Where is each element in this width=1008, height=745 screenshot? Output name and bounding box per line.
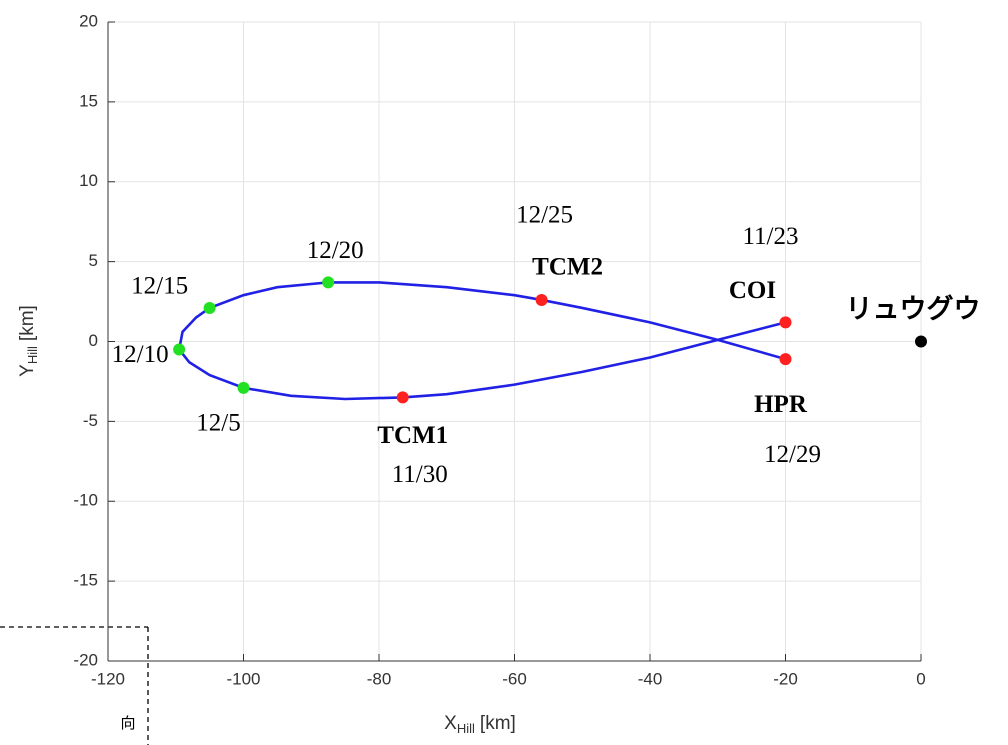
y-tick-label: -20 — [73, 650, 98, 669]
x-tick-label: 0 — [916, 669, 925, 688]
x-tick-label: -40 — [638, 669, 663, 688]
y-tick-label: -10 — [73, 491, 98, 510]
marker-date: 12/10 — [112, 341, 169, 368]
trajectory — [177, 281, 786, 401]
marker — [779, 316, 792, 329]
y-tick-label: 0 — [89, 331, 98, 350]
marker — [322, 276, 335, 289]
marker-label: COI — [729, 277, 776, 304]
marker-date: 12/25 — [516, 202, 573, 229]
x-axis-label: XHill [km] — [444, 713, 516, 736]
marker — [535, 293, 548, 306]
y-tick-label: 5 — [89, 251, 98, 270]
marker — [396, 391, 409, 404]
marker — [203, 301, 216, 314]
y-tick-label: -15 — [73, 571, 98, 590]
x-tick-label: -20 — [773, 669, 798, 688]
y-tick-label: 15 — [79, 91, 98, 110]
marker-label: リュウグウ — [846, 293, 981, 325]
x-tick-label: -120 — [91, 669, 125, 688]
y-axis-label: YHill [km] — [17, 305, 40, 377]
y-label-subscript: Hill — [25, 346, 40, 364]
marker — [779, 353, 792, 366]
note-box: 向 — [0, 626, 149, 745]
y-label-symbol: Y — [17, 364, 38, 377]
y-label-unit: [km] — [17, 305, 38, 341]
y-tick-label: 10 — [79, 171, 98, 190]
marker-date: 12/20 — [307, 237, 364, 264]
marker-date: 11/30 — [392, 461, 448, 488]
marker-date: 12/29 — [764, 441, 821, 468]
marker-label: TCM1 — [377, 422, 448, 449]
note-text: 向 — [120, 715, 135, 732]
marker — [237, 381, 250, 394]
x-label-symbol: X — [444, 713, 457, 734]
x-label-unit: [km] — [480, 713, 516, 734]
x-label-subscript: Hill — [457, 721, 475, 736]
marker-label: HPR — [754, 391, 808, 418]
y-tick-label: -5 — [83, 411, 98, 430]
marker-date: 11/23 — [742, 223, 798, 250]
marker-label: TCM2 — [532, 254, 603, 281]
marker-date: 12/15 — [131, 273, 188, 300]
marker — [915, 335, 927, 348]
y-tick-label: 20 — [79, 11, 98, 30]
marker — [173, 343, 186, 356]
marker-date: 12/5 — [196, 410, 240, 437]
x-tick-label: -60 — [502, 669, 527, 688]
x-tick-label: -80 — [367, 669, 392, 688]
x-tick-label: -100 — [226, 669, 260, 688]
